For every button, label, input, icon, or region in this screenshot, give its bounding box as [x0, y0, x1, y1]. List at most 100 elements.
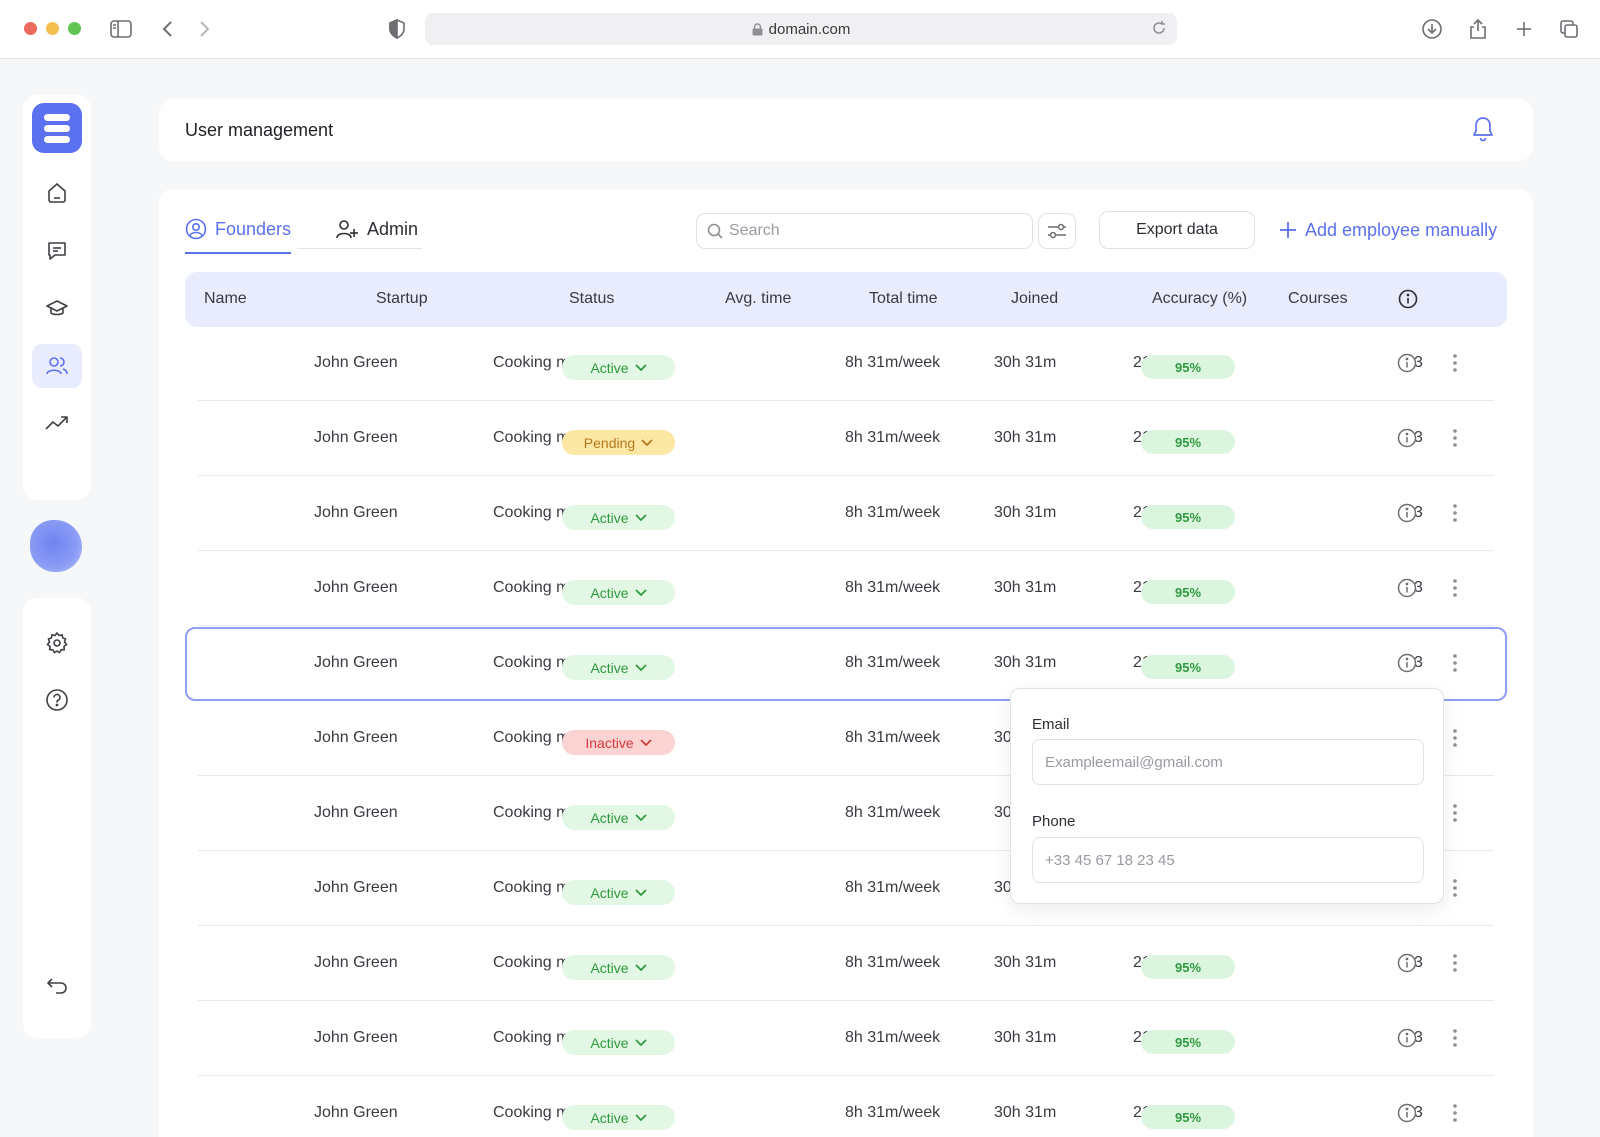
gear-icon[interactable] — [32, 621, 82, 665]
search-box — [696, 213, 1033, 249]
column-header-courses[interactable]: Courses — [1288, 290, 1348, 307]
privacy-shield-icon[interactable] — [384, 16, 410, 42]
status-dropdown[interactable]: Active — [562, 805, 675, 830]
filter-button[interactable] — [1038, 213, 1076, 249]
users-icon[interactable] — [32, 344, 82, 388]
chat-icon[interactable] — [32, 229, 82, 273]
page-header: User management — [159, 99, 1533, 161]
chevron-down-icon — [640, 738, 652, 747]
more-options-icon[interactable] — [1452, 353, 1458, 373]
more-options-icon[interactable] — [1452, 878, 1458, 898]
status-dropdown[interactable]: Pending — [562, 430, 675, 455]
reload-icon[interactable] — [1151, 20, 1167, 36]
status-label: Active — [590, 884, 629, 901]
url-text: domain.com — [768, 20, 851, 38]
browser-toolbar: domain.com — [0, 0, 1600, 59]
column-header-startup[interactable]: Startup — [376, 290, 428, 307]
new-tab-icon[interactable] — [1511, 16, 1537, 42]
logout-icon[interactable] — [32, 963, 82, 1007]
cell-avg-time: 8h 31m/week — [845, 354, 941, 371]
info-icon[interactable] — [1397, 503, 1417, 523]
user-avatar[interactable] — [30, 520, 82, 572]
status-dropdown[interactable]: Active — [562, 1030, 675, 1055]
more-options-icon[interactable] — [1452, 1103, 1458, 1123]
cell-courses: 3 — [1414, 504, 1423, 521]
status-label: Active — [590, 509, 629, 526]
more-options-icon[interactable] — [1452, 578, 1458, 598]
email-field[interactable] — [1032, 739, 1424, 785]
column-header-accuracy[interactable]: Accuracy (%) — [1152, 290, 1248, 307]
cell-name: John Green — [314, 354, 398, 371]
info-icon[interactable] — [1397, 578, 1417, 598]
info-icon[interactable] — [1398, 289, 1418, 309]
column-header-joined[interactable]: Joined — [1011, 290, 1059, 307]
maximize-window-button[interactable] — [68, 22, 81, 35]
more-options-icon[interactable] — [1452, 653, 1458, 673]
cell-total-time: 30h 31m — [994, 429, 1057, 446]
status-dropdown[interactable]: Active — [562, 955, 675, 980]
status-dropdown[interactable]: Inactive — [562, 730, 675, 755]
tab-admin[interactable]: Admin — [335, 210, 418, 248]
info-icon[interactable] — [1397, 953, 1417, 973]
column-header-avg-time[interactable]: Avg. time — [725, 290, 792, 307]
forward-arrow-icon[interactable] — [191, 16, 217, 42]
column-header-status[interactable]: Status — [569, 290, 615, 307]
download-icon[interactable] — [1419, 16, 1445, 42]
status-dropdown[interactable]: Active — [562, 655, 675, 680]
close-window-button[interactable] — [24, 22, 37, 35]
more-options-icon[interactable] — [1452, 728, 1458, 748]
column-header-total-time[interactable]: Total time — [869, 290, 938, 307]
cell-avg-time: 8h 31m/week — [845, 1104, 941, 1121]
accuracy-badge: 95% — [1141, 1030, 1235, 1054]
back-arrow-icon[interactable] — [155, 16, 181, 42]
chevron-down-icon — [634, 963, 647, 972]
more-options-icon[interactable] — [1452, 503, 1458, 523]
cell-name: John Green — [314, 429, 398, 446]
minimize-window-button[interactable] — [46, 22, 59, 35]
tabs-overview-icon[interactable] — [1556, 16, 1582, 42]
trending-up-icon[interactable] — [32, 401, 82, 445]
more-options-icon[interactable] — [1452, 1028, 1458, 1048]
phone-field[interactable] — [1032, 837, 1424, 883]
column-header-name[interactable]: Name — [204, 290, 247, 307]
graduation-cap-icon[interactable] — [32, 287, 82, 331]
status-dropdown[interactable]: Active — [562, 505, 675, 530]
export-data-button[interactable]: Export data — [1099, 211, 1255, 249]
search-input[interactable] — [729, 222, 1019, 240]
status-dropdown[interactable]: Active — [562, 355, 675, 380]
info-icon[interactable] — [1397, 353, 1417, 373]
info-icon[interactable] — [1397, 1103, 1417, 1123]
address-bar[interactable]: domain.com — [425, 13, 1177, 45]
status-dropdown[interactable]: Active — [562, 580, 675, 605]
info-icon[interactable] — [1397, 653, 1417, 673]
tab-founders[interactable]: Founders — [185, 210, 292, 254]
help-icon[interactable] — [32, 678, 82, 722]
info-icon[interactable] — [1397, 428, 1417, 448]
add-employee-button[interactable]: Add employee manually — [1279, 215, 1497, 245]
status-dropdown[interactable]: Active — [562, 880, 675, 905]
more-options-icon[interactable] — [1452, 428, 1458, 448]
more-options-icon[interactable] — [1452, 803, 1458, 823]
user-plus-icon — [335, 218, 359, 240]
status-label: Active — [590, 959, 629, 976]
bell-icon[interactable] — [1471, 116, 1495, 142]
sidebar-footer — [23, 598, 91, 1038]
home-icon[interactable] — [32, 171, 82, 215]
share-icon[interactable] — [1465, 16, 1491, 42]
app-logo[interactable] — [32, 103, 82, 153]
sidebar-toggle-icon[interactable] — [108, 16, 134, 42]
cell-total-time: 30h 31m — [994, 504, 1057, 521]
info-icon[interactable] — [1397, 1028, 1417, 1048]
status-dropdown[interactable]: Active — [562, 1105, 675, 1130]
chevron-down-icon — [641, 438, 653, 447]
more-options-icon[interactable] — [1452, 953, 1458, 973]
